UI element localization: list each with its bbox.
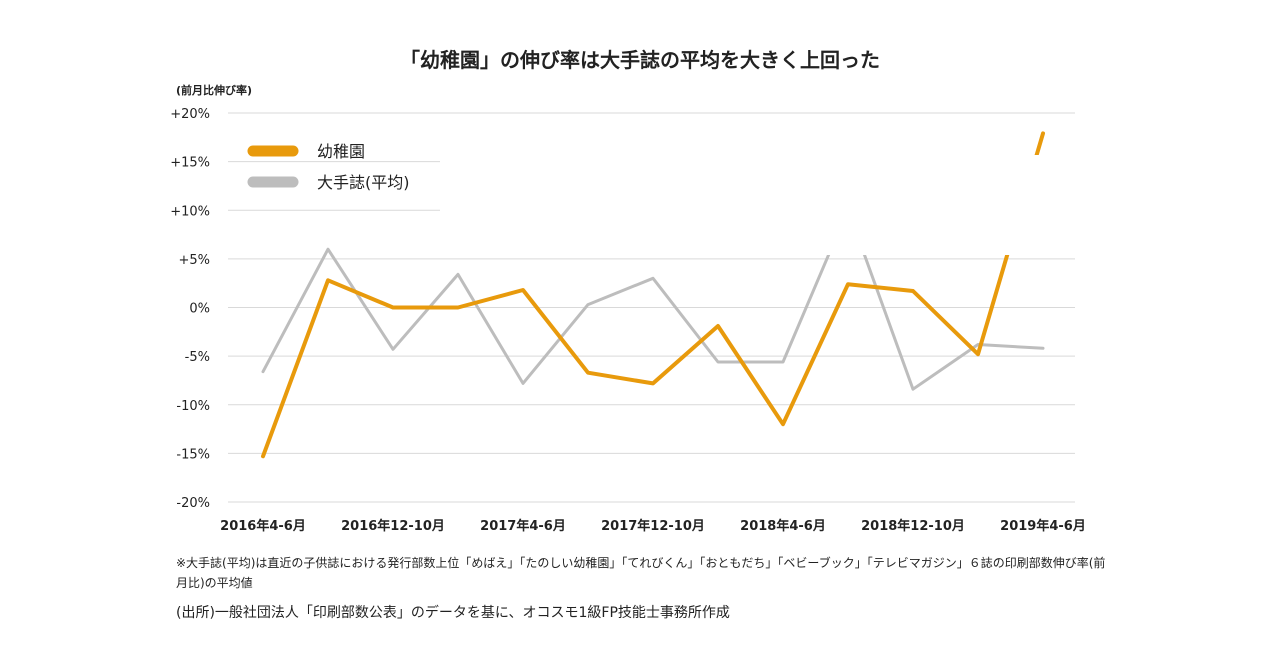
- y-tick-label: +5%: [178, 253, 210, 268]
- series-lines: [261, 131, 1045, 459]
- y-tick-label: +20%: [170, 107, 210, 122]
- x-tick-label: 2018年12-10月: [861, 518, 965, 534]
- y-tick-label: +15%: [170, 156, 210, 171]
- x-tick-label: 2018年4-6月: [740, 518, 826, 534]
- y-axis-ticks: +20% +15% +10% +5% 0% -5% -10% -15% -20%: [170, 107, 210, 511]
- y-tick-label: 0%: [189, 302, 210, 317]
- y-tick-label: -10%: [176, 399, 210, 414]
- y-tick-label: -20%: [176, 496, 210, 511]
- x-tick-label: 2019年4-6月: [1000, 518, 1086, 534]
- x-tick-label: 2017年12-10月: [601, 518, 705, 534]
- y-tick-label: -5%: [185, 350, 210, 365]
- source-note: (出所)一般社団法人「印刷部数公表」のデータを基に、オコスモ1級FP技能士事務所…: [176, 605, 730, 621]
- y-tick-label: -15%: [176, 447, 210, 462]
- x-tick-label: 2016年12-10月: [341, 518, 445, 534]
- x-axis-ticks: 2016年4-6月 2016年12-10月 2017年4-6月 2017年12-10月…: [220, 518, 1086, 534]
- legend-background: [440, 155, 1075, 255]
- y-tick-label: +10%: [170, 204, 210, 219]
- legend-label: 幼稚園: [317, 142, 365, 161]
- chart-title: 「幼稚園」の伸び率は大手誌の平均を大きく上回った: [400, 48, 880, 72]
- x-tick-label: 2016年4-6月: [220, 518, 306, 534]
- legend-label: 大手誌(平均): [317, 173, 410, 192]
- y-axis-label: (前月比伸び率): [176, 83, 252, 97]
- footnote: ※大手誌(平均)は直近の子供誌における発行部数上位「めばえ」「たのしい幼稚園」「…: [176, 556, 1106, 590]
- x-tick-label: 2017年4-6月: [480, 518, 566, 534]
